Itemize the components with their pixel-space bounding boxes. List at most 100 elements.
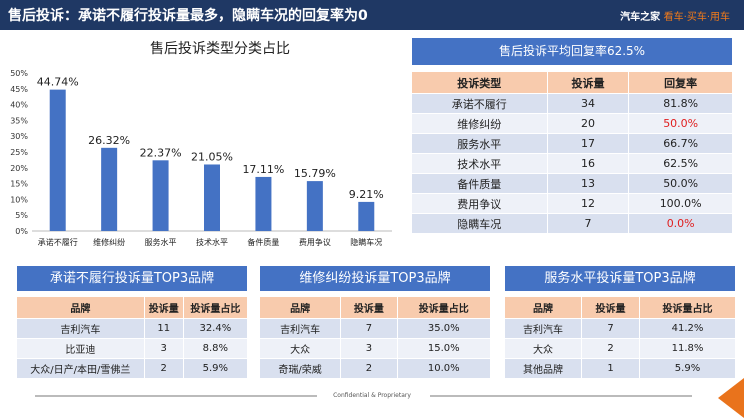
table-cell: 35.0% xyxy=(397,319,490,338)
table-header-row: 品牌 投诉量 投诉量占比 xyxy=(505,297,735,318)
table-cell: 16 xyxy=(547,154,629,173)
table-cell: 15.0% xyxy=(397,339,490,358)
table-header-row: 品牌 投诉量 投诉量占比 xyxy=(260,297,490,318)
table-cell: 备件质量 xyxy=(412,174,547,193)
table-row: 奇瑞/荣威 2 10.0% xyxy=(260,359,490,378)
table-cell: 7 xyxy=(341,319,397,338)
table-cell: 34 xyxy=(547,94,629,113)
bar xyxy=(49,89,66,231)
table-cell: 2 xyxy=(341,359,397,378)
table-cell: 大众 xyxy=(505,339,581,358)
reply-rate-banner: 售后投诉平均回复率62.5% xyxy=(412,38,732,65)
table-cell: 费用争议 xyxy=(412,194,547,213)
data-label: 15.79% xyxy=(294,167,336,180)
column-header: 品牌 xyxy=(17,297,144,318)
table-row: 其他品牌 1 5.9% xyxy=(505,359,735,378)
data-label: 44.74% xyxy=(37,76,79,89)
data-label: 21.05% xyxy=(191,150,233,163)
table-cell: 12 xyxy=(547,194,629,213)
table-cell: 66.7% xyxy=(629,134,732,153)
x-tick-label: 费用争议 xyxy=(299,237,331,247)
y-tick-label: 0% xyxy=(15,227,28,236)
table-cell: 2 xyxy=(582,339,639,358)
table-cell: 41.2% xyxy=(640,319,735,338)
bar xyxy=(358,201,375,231)
table-cell: 10.0% xyxy=(397,359,490,378)
top3-brand-table: 品牌 投诉量 投诉量占比 吉利汽车 11 32.4% 比亚迪 3 8.8% 大众/日产/本田/雪佛… xyxy=(16,296,248,379)
corner-arrow-icon xyxy=(718,378,744,418)
table-row: 服务水平 17 66.7% xyxy=(412,134,732,153)
reply-rate-table: 投诉类型 投诉量 回复率 承诺不履行 34 81.8% 维修纠纷 20 50.0% 服务水平 17 6… xyxy=(411,71,733,234)
table-cell: 大众/日产/本田/雪佛兰 xyxy=(17,359,144,378)
table-row: 大众 2 11.8% xyxy=(505,339,735,358)
table-cell: 3 xyxy=(144,339,183,358)
table-cell: 承诺不履行 xyxy=(412,94,547,113)
table-cell: 8.8% xyxy=(183,339,247,358)
top3-banner: 承诺不履行投诉量TOP3品牌 xyxy=(17,266,247,291)
bar xyxy=(306,181,323,231)
table-cell: 其他品牌 xyxy=(505,359,581,378)
table-cell: 大众 xyxy=(260,339,341,358)
y-tick-label: 5% xyxy=(15,211,28,220)
page-title: 售后投诉：承诺不履行投诉量最多，隐瞒车况的回复率为0 xyxy=(8,8,368,24)
table-row: 吉利汽车 7 35.0% xyxy=(260,319,490,338)
column-header: 投诉量 xyxy=(547,72,629,93)
table-row: 隐瞒车况 7 0.0% xyxy=(412,214,732,233)
table-cell: 吉利汽车 xyxy=(260,319,341,338)
table-header-row: 品牌 投诉量 投诉量占比 xyxy=(17,297,247,318)
x-tick-label: 维修纠纷 xyxy=(93,237,125,247)
table-cell: 7 xyxy=(582,319,639,338)
table-row: 承诺不履行 34 81.8% xyxy=(412,94,732,113)
top3-brand-table: 品牌 投诉量 投诉量占比 吉利汽车 7 41.2% 大众 2 11.8% 其他品牌 1 5.9% xyxy=(504,296,736,379)
table-cell: 服务水平 xyxy=(412,134,547,153)
table-cell: 比亚迪 xyxy=(17,339,144,358)
y-tick-label: 10% xyxy=(10,195,28,204)
data-label: 22.37% xyxy=(140,146,182,159)
data-label: 9.21% xyxy=(349,188,384,201)
table-cell: 81.8% xyxy=(629,94,732,113)
table-cell: 62.5% xyxy=(629,154,732,173)
table-cell: 吉利汽车 xyxy=(17,319,144,338)
bar xyxy=(152,160,169,231)
bar xyxy=(204,164,220,231)
table-cell: 13 xyxy=(547,174,629,193)
table-cell: 2 xyxy=(144,359,183,378)
y-tick-label: 40% xyxy=(10,101,28,110)
table-cell: 32.4% xyxy=(183,319,247,338)
column-header: 回复率 xyxy=(629,72,732,93)
bar xyxy=(101,147,118,231)
divider xyxy=(35,395,317,397)
data-label: 17.11% xyxy=(242,163,284,176)
top3-banner: 服务水平投诉量TOP3品牌 xyxy=(505,266,735,291)
table-row: 备件质量 13 50.0% xyxy=(412,174,732,193)
x-tick-label: 服务水平 xyxy=(145,237,177,247)
table-row: 费用争议 12 100.0% xyxy=(412,194,732,213)
top3-banner: 维修纠纷投诉量TOP3品牌 xyxy=(260,266,490,291)
table-cell: 5.9% xyxy=(640,359,735,378)
column-header: 投诉量 xyxy=(582,297,639,318)
table-row: 吉利汽车 7 41.2% xyxy=(505,319,735,338)
bar xyxy=(255,176,272,231)
table-cell: 11.8% xyxy=(640,339,735,358)
table-cell: 50.0% xyxy=(629,174,732,193)
bar-chart: 0% 5% 10% 15% 20% 25% 30% 35% 40% 45% 50% 44.74% 承诺不… xyxy=(10,69,392,247)
table-cell: 0.0% xyxy=(629,214,732,233)
y-tick-label: 15% xyxy=(10,180,28,189)
page-header: 售后投诉：承诺不履行投诉量最多，隐瞒车况的回复率为0 汽车之家 看车·买车·用车 xyxy=(0,0,744,30)
data-label: 26.32% xyxy=(88,134,130,147)
column-header: 品牌 xyxy=(260,297,341,318)
divider xyxy=(430,395,692,397)
table-cell: 5.9% xyxy=(183,359,247,378)
table-cell: 奇瑞/荣威 xyxy=(260,359,341,378)
table-row: 大众/日产/本田/雪佛兰 2 5.9% xyxy=(17,359,247,378)
column-header: 品牌 xyxy=(505,297,581,318)
table-row: 维修纠纷 20 50.0% xyxy=(412,114,732,133)
column-header: 投诉量占比 xyxy=(640,297,735,318)
table-cell: 20 xyxy=(547,114,629,133)
x-tick-label: 备件质量 xyxy=(247,237,279,247)
autohome-logo: 汽车之家 看车·买车·用车 xyxy=(620,12,730,23)
column-header: 投诉量 xyxy=(341,297,397,318)
y-tick-label: 20% xyxy=(10,164,28,173)
table-cell: 吉利汽车 xyxy=(505,319,581,338)
table-cell: 50.0% xyxy=(629,114,732,133)
